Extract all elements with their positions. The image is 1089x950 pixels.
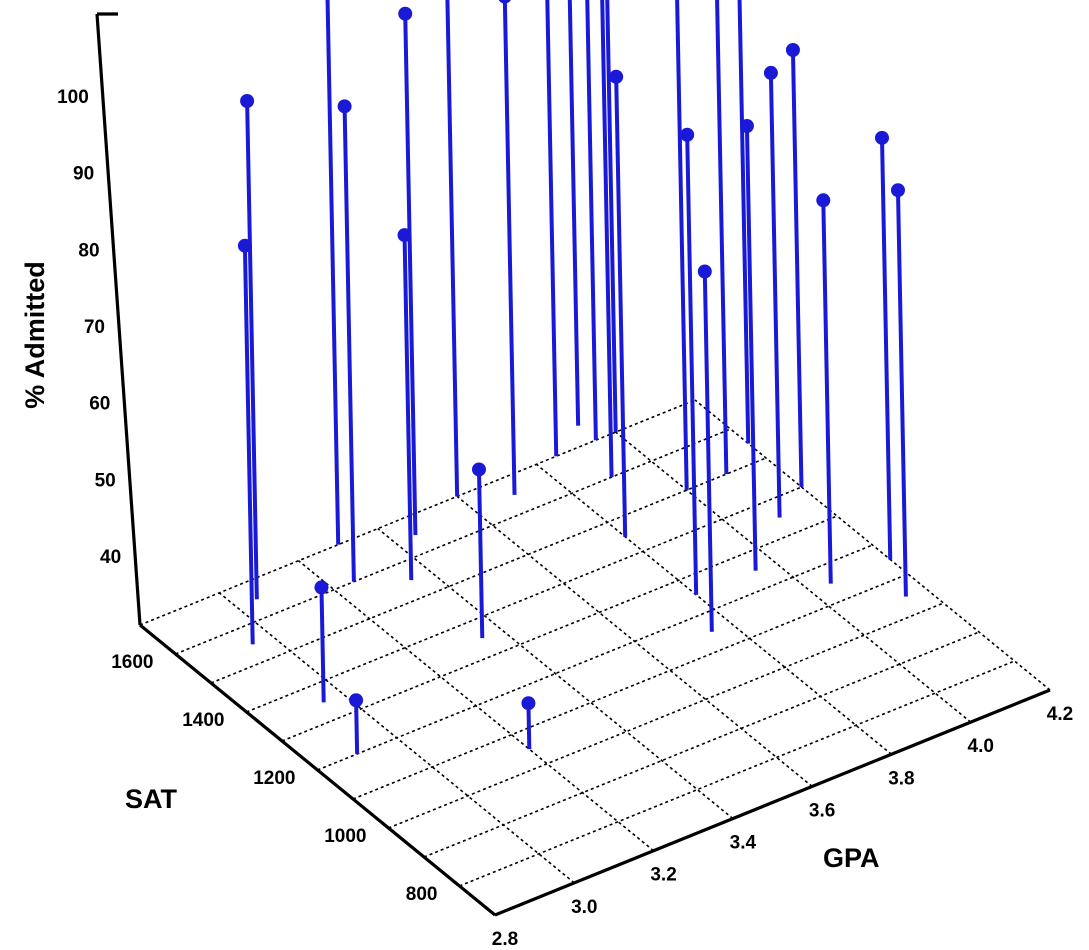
admitted-tick-label: 70 [84,317,105,338]
data-stem [614,76,628,537]
data-point [680,127,695,142]
grid-line-sat [388,602,944,829]
data-point [521,696,536,711]
data-stem [325,0,341,545]
data-stem [476,469,485,639]
sat-tick-label: 1400 [182,710,224,731]
data-point [471,462,486,477]
data-stem [702,271,714,632]
sat-tick-label: 1000 [324,826,366,847]
admitted-tick-label: 50 [95,470,116,491]
sat-axis-title: SAT [125,784,178,814]
data-stem [445,0,460,497]
data-stem [768,72,782,518]
sat-tick-label: 1200 [253,768,295,789]
grid-line-gpa [377,527,734,820]
data-stem [402,235,414,581]
admitted-tick-label: 60 [89,394,110,415]
data-point [398,6,413,21]
grid-line-gpa [615,431,972,723]
data-point [816,193,831,208]
data-point [240,93,255,108]
data-point [875,130,889,145]
data-stem [600,0,614,478]
gpa-tick-label: 3.6 [809,800,835,821]
gpa-tick-label: 4.2 [1047,704,1073,725]
data-point [397,228,412,243]
data-stem [545,0,559,457]
sat-tick-label: 1600 [111,652,153,673]
data-point [697,264,712,279]
data-point [785,43,800,57]
data-stem [737,0,751,444]
data-stem [895,190,908,597]
data-stem [715,0,729,475]
data-point [314,580,329,595]
data-point [763,65,778,80]
gpa-tick-label: 3.8 [888,768,914,789]
gpa-tick-label: 2.8 [492,929,518,950]
data-stem [790,49,804,488]
grid-line-sat [423,631,980,858]
gpa-tick-label: 3.4 [730,833,757,854]
grid-line-sat [139,399,696,626]
sat-tick-label: 800 [406,884,438,905]
data-stem [880,137,893,560]
grid-line-sat [317,544,873,771]
grid-line-gpa [298,560,655,852]
data-point [349,693,364,708]
gpa-tick-label: 3.2 [650,865,676,886]
gpa-axis-title: GPA [823,843,880,873]
data-stem [502,0,517,495]
data-stem [342,106,356,582]
gpa-tick-label: 4.0 [968,736,994,757]
admitted-axis-title: % Admitted [20,261,50,409]
grid-line-sat [175,428,731,655]
sat-axis-line [138,623,497,917]
data-point [337,99,352,114]
grid-line-sat [459,660,1015,887]
admitted-axis-line [95,13,142,626]
data-stem [744,125,758,571]
grid-line-sat [246,486,802,713]
admitted-tick-label: 40 [100,547,121,568]
grid-line-sat [210,457,767,684]
admitted-tick-label: 100 [57,87,89,108]
admitted-tick-label: 90 [73,164,94,185]
data-stem [567,0,581,426]
data-stem [585,0,598,441]
data-point [890,183,905,198]
data-point [739,119,754,134]
data-point [609,69,624,84]
data-stem [526,703,532,750]
grid-line-gpa [694,399,1051,691]
data-point [498,0,511,4]
data-stem [821,200,833,584]
data-stem [685,134,699,595]
gpa-tick-label: 3.0 [571,897,597,918]
gpa-axis-line [494,688,1051,917]
data-stem [242,245,255,645]
data-stem [605,0,618,433]
data-point [237,238,252,253]
data-stem [354,700,360,754]
data-stem [319,587,326,703]
grid-line-sat [281,515,838,742]
data-stem [245,100,259,600]
data-stem [403,13,418,536]
data-stem [675,0,689,491]
grid-line-sat [352,573,909,800]
admitted-tick-label: 80 [78,240,99,261]
